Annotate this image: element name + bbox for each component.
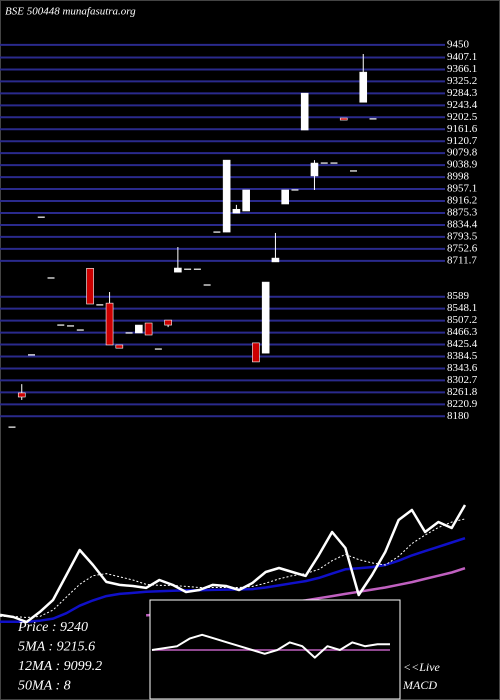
y-tick-label: 8507.2 [447, 314, 477, 326]
y-tick-label: 9284.3 [447, 87, 478, 99]
y-tick-label: 8998 [447, 171, 470, 183]
y-tick-label: 9161.6 [447, 123, 478, 135]
y-tick-label: 8220.9 [447, 398, 478, 410]
candles [8, 53, 377, 428]
y-tick-label: 9079.8 [447, 147, 478, 159]
readout: 5MA : 9215.6 [18, 640, 95, 655]
candle-body [164, 319, 172, 326]
y-tick-label: 8384.5 [447, 350, 478, 362]
candle-body [252, 342, 260, 363]
candle-body [174, 267, 182, 273]
y-tick-label: 9038.9 [447, 159, 478, 171]
candle-body [359, 71, 368, 103]
y-tick-label: 8425.4 [447, 338, 478, 350]
candle-body [300, 92, 309, 131]
macd-panel [151, 633, 390, 659]
y-tick-label: 9243.4 [447, 99, 478, 111]
y-tick-label: 8302.7 [447, 374, 478, 386]
y-tick-label: 8180 [447, 410, 470, 422]
readout: 50MA : 8 [18, 679, 71, 694]
readout: Price : 9240 [17, 620, 88, 635]
y-tick-label: 9407.1 [447, 51, 477, 63]
candle-body [242, 189, 250, 212]
chart-title: BSE 500448 munafasutra.org [5, 6, 136, 18]
macd-title: MACD [402, 678, 437, 692]
candle-body [135, 324, 143, 334]
candle-body [222, 159, 231, 233]
candle-body [115, 344, 124, 349]
candle-body [144, 322, 153, 336]
y-tick-label: 8548.1 [447, 302, 477, 314]
y-tick-label: 9450 [447, 38, 470, 50]
y-tick-label: 8261.8 [447, 386, 478, 398]
line [0, 537, 466, 624]
macd-note: <<Live [403, 660, 441, 674]
readout: 12MA : 9099.2 [18, 659, 102, 674]
y-tick-label: 8752.6 [447, 242, 478, 254]
grid [0, 43, 445, 418]
y-tick-label: 8466.3 [447, 326, 478, 338]
y-tick-label: 9202.5 [447, 111, 478, 123]
candle-body [105, 302, 114, 346]
candle-body [17, 392, 26, 398]
y-tick-label: 8343.6 [447, 362, 478, 374]
y-tick-label: 8834.4 [447, 218, 478, 230]
candle-body [281, 189, 289, 205]
candle-body [271, 257, 280, 263]
line [0, 504, 467, 624]
candle-body [261, 281, 270, 354]
y-tick-label: 8589 [447, 290, 470, 302]
candle-body [339, 117, 348, 121]
y-tick-label: 9366.1 [447, 63, 477, 75]
candle-body [310, 162, 319, 177]
labels: 94509407.19366.19325.29284.39243.49202.5… [17, 38, 478, 693]
line [151, 633, 390, 659]
y-tick-label: 9120.7 [447, 135, 478, 147]
y-tick-label: 9325.2 [447, 75, 477, 87]
candle-body [86, 268, 94, 305]
y-tick-label: 8916.2 [447, 195, 477, 207]
y-tick-label: 8957.1 [447, 183, 477, 195]
y-tick-label: 8711.7 [447, 254, 477, 266]
y-tick-label: 8793.5 [447, 230, 478, 242]
candle-body [232, 208, 241, 214]
y-tick-label: 8875.3 [447, 207, 478, 219]
